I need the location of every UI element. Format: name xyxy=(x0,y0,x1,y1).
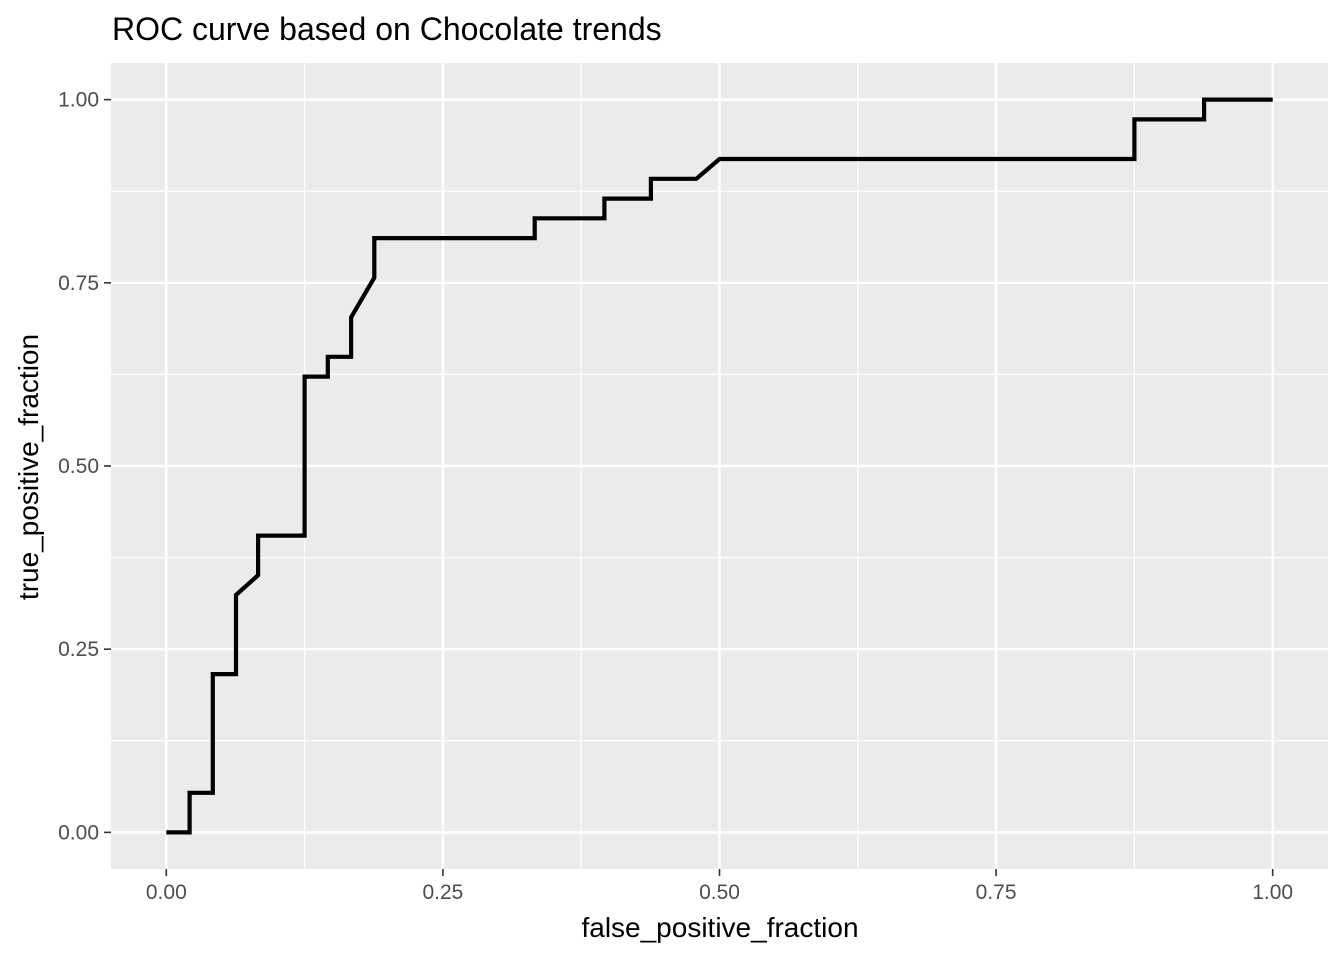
chart-title: ROC curve based on Chocolate trends xyxy=(112,11,662,47)
y-tick-label: 0.00 xyxy=(58,821,99,844)
x-tick-label: 0.25 xyxy=(422,881,463,904)
y-axis-ticks: 0.00 0.25 0.50 0.75 1.00 xyxy=(58,89,111,844)
x-axis-title: false_positive_fraction xyxy=(581,912,858,943)
x-tick-label: 1.00 xyxy=(1252,881,1293,904)
x-axis-ticks: 0.00 0.25 0.50 0.75 1.00 xyxy=(146,869,1293,904)
x-tick-label: 0.75 xyxy=(976,881,1017,904)
x-tick-label: 0.50 xyxy=(699,881,740,904)
roc-curve-line xyxy=(166,97,1273,835)
major-gridlines xyxy=(111,63,1328,869)
y-tick-label: 0.75 xyxy=(58,272,99,295)
series-layer xyxy=(166,97,1273,835)
y-tick-label: 1.00 xyxy=(58,89,99,112)
x-tick-label: 0.00 xyxy=(146,881,187,904)
y-tick-label: 0.25 xyxy=(58,638,99,661)
y-axis-title: true_positive_fraction xyxy=(13,334,44,600)
y-tick-label: 0.50 xyxy=(58,455,99,478)
